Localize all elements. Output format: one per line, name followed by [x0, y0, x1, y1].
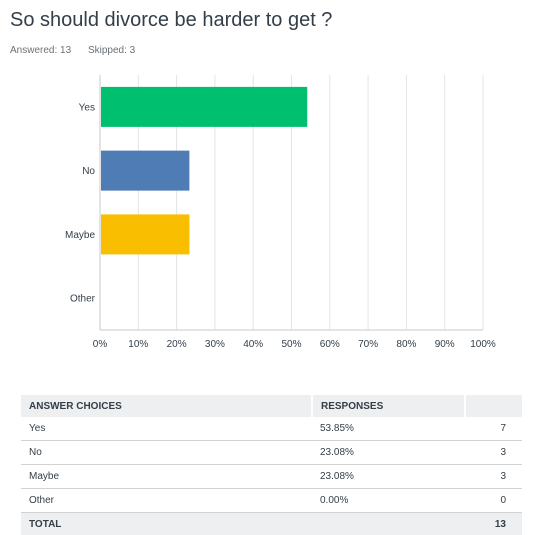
page-title: So should divorce be harder to get ? — [10, 9, 333, 31]
count-cell: 3 — [465, 464, 522, 489]
table-row: Other 0.00% 0 — [21, 488, 522, 513]
x-tick-label: 100% — [470, 339, 496, 350]
choice-cell: No — [21, 440, 312, 465]
percent-cell: 23.08% — [312, 440, 465, 465]
count-cell: 0 — [465, 488, 522, 513]
bar-chart: 0% 10% 20% 30% 40% 50% 60% 70% 80% 90% 100% Yes No Ma… — [65, 75, 496, 350]
table-row: Yes 53.85% 7 — [21, 417, 522, 441]
x-tick-label: 10% — [128, 339, 148, 350]
answer-choices-header: ANSWER CHOICES — [21, 395, 312, 417]
x-tick-label: 70% — [358, 339, 378, 350]
table-row: No 23.08% 3 — [21, 440, 522, 465]
bar-no — [101, 150, 190, 191]
x-tick-label: 80% — [396, 339, 416, 350]
total-row: TOTAL 13 — [21, 512, 522, 535]
choice-cell: Maybe — [21, 464, 312, 489]
skipped-count: Skipped: 3 — [87, 45, 136, 56]
x-tick-label: 20% — [167, 339, 187, 350]
percent-cell: 23.08% — [312, 464, 465, 489]
category-label: Other — [70, 294, 96, 305]
choice-cell: Other — [21, 488, 312, 513]
table-header-row: ANSWER CHOICES RESPONSES — [21, 395, 522, 417]
x-tick-label: 90% — [435, 339, 455, 350]
total-spacer — [312, 512, 465, 535]
percent-cell: 53.85% — [312, 417, 465, 441]
x-tick-label: 40% — [243, 339, 263, 350]
category-label: Maybe — [65, 230, 95, 241]
count-cell: 7 — [465, 417, 522, 441]
x-tick-label: 30% — [205, 339, 225, 350]
total-count: 13 — [465, 512, 522, 535]
category-label: Yes — [79, 102, 95, 113]
answered-count: Answered: 13 — [10, 45, 72, 56]
bar-maybe — [101, 214, 190, 255]
response-stats: Answered: 13 Skipped: 3 — [10, 45, 135, 56]
percent-cell: 0.00% — [312, 488, 465, 513]
count-header — [464, 395, 522, 417]
x-tick-label: 0% — [93, 339, 108, 350]
count-cell: 3 — [465, 440, 522, 465]
x-tick-label: 60% — [320, 339, 340, 350]
table-row: Maybe 23.08% 3 — [21, 464, 522, 489]
total-label: TOTAL — [21, 512, 312, 535]
responses-header: RESPONSES — [311, 395, 465, 417]
choice-cell: Yes — [21, 417, 312, 441]
results-table: ANSWER CHOICES RESPONSES Yes 53.85% 7 No… — [21, 395, 522, 535]
bar-yes — [101, 86, 308, 127]
category-label: No — [82, 166, 95, 177]
x-tick-label: 50% — [281, 339, 301, 350]
